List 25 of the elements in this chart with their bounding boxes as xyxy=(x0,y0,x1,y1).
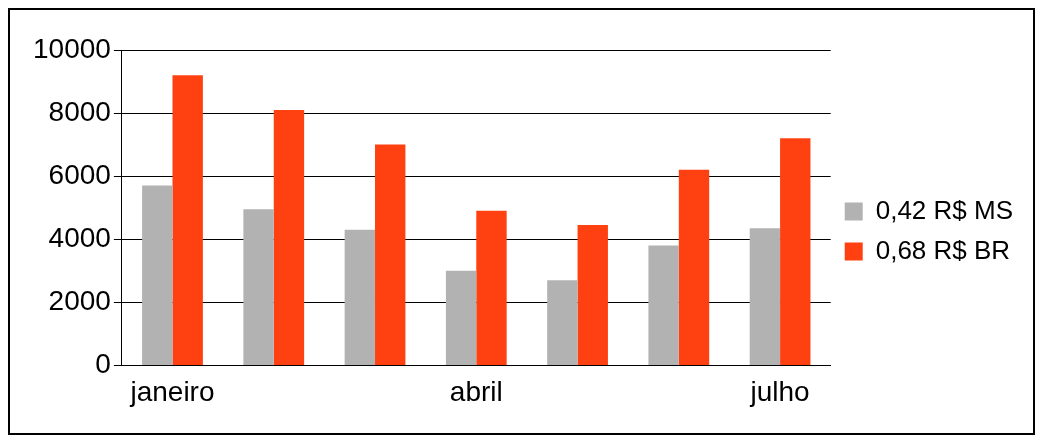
x-tick-label: abril xyxy=(449,375,503,407)
y-tick-label: 0 xyxy=(95,348,111,380)
y-tick-label: 4000 xyxy=(48,221,111,253)
bar xyxy=(142,185,173,365)
bar xyxy=(547,280,578,365)
legend-label: 0,68 R$ BR xyxy=(875,234,1011,265)
bar xyxy=(780,138,811,365)
bar xyxy=(577,225,608,365)
bar xyxy=(749,228,781,365)
bar xyxy=(648,245,679,365)
bar xyxy=(344,229,376,365)
bar xyxy=(172,75,203,365)
bar xyxy=(243,209,274,365)
y-tick-label: 8000 xyxy=(48,95,111,127)
bar xyxy=(445,270,477,365)
bar xyxy=(476,210,507,365)
bar xyxy=(273,109,305,365)
y-tick-label: 10000 xyxy=(32,32,111,64)
bar xyxy=(375,144,406,365)
x-tick-label: julho xyxy=(749,375,810,407)
x-tick-label: janeiro xyxy=(129,375,215,407)
legend-label: 0,42 R$ MS xyxy=(875,194,1014,225)
y-tick-label: 6000 xyxy=(48,158,111,190)
y-tick-label: 2000 xyxy=(48,285,111,317)
bar xyxy=(678,169,710,365)
